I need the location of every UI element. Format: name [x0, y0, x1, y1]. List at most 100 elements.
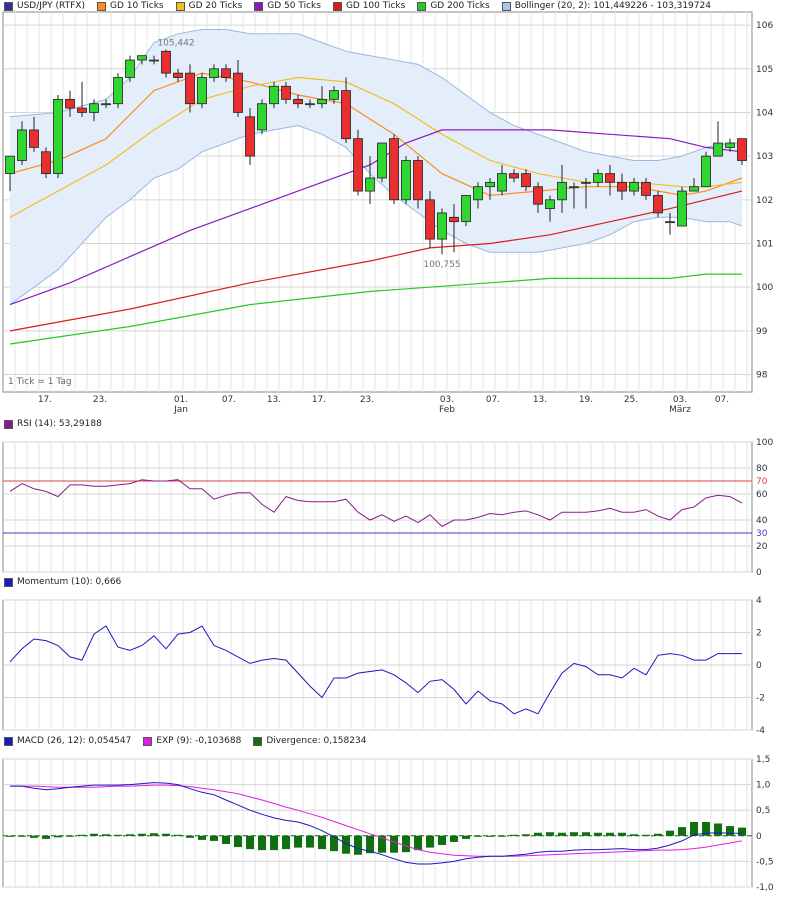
candle-body [641, 181, 651, 196]
x-tick-label: 13. [533, 395, 547, 405]
candle [461, 195, 471, 227]
candle-body [593, 173, 603, 183]
divergence-bar [738, 827, 746, 836]
x-tick-label: 17. [38, 395, 52, 405]
momentum-legend: Momentum (10): 0,666 [4, 576, 121, 588]
candle [185, 64, 195, 113]
candle [473, 182, 483, 209]
series-line-gd-50-ticks [9, 129, 743, 306]
divergence-bar [246, 835, 254, 850]
candle-body [377, 142, 387, 179]
divergence-bar [162, 833, 170, 836]
divergence-bar [222, 835, 230, 844]
divergence-bar [6, 835, 14, 837]
momentum-legend-item: Momentum (10): 0,666 [4, 577, 121, 587]
candle [593, 169, 603, 187]
divergence-bar [570, 832, 578, 836]
candle [101, 99, 111, 109]
divergence-bar [306, 835, 314, 848]
candle-body [569, 186, 579, 189]
candle-body [125, 59, 135, 78]
candle [209, 64, 219, 82]
candle-body [161, 50, 171, 74]
rsi-y-tick-label: 0 [756, 568, 762, 578]
candle-body [521, 173, 531, 188]
divergence-bar [450, 835, 458, 842]
candle-body [53, 98, 63, 175]
candle-body [437, 212, 447, 240]
divergence-bar [270, 835, 278, 851]
candle-body [185, 72, 195, 105]
macd-y-tick-label: 1,5 [756, 755, 770, 765]
candle-body [653, 195, 663, 214]
main-legend-swatch [254, 1, 264, 11]
candle-body [365, 177, 375, 192]
macd-y-tick-label: -1,0 [756, 883, 774, 893]
divergence-bar [474, 835, 482, 837]
candle [653, 191, 663, 218]
candle-body [605, 173, 615, 183]
x-tick-label: 07. [715, 395, 729, 405]
candle-body [77, 107, 87, 113]
candle-body [689, 186, 699, 192]
divergence-bar [78, 834, 86, 836]
main-legend-item: Bollinger (20, 2): 101,449226 - 103,3197… [501, 1, 711, 11]
momentum-chart: -4 -2 0 2 4 [2, 596, 765, 736]
candle-body [137, 55, 147, 61]
divergence-bar [114, 834, 122, 836]
candle [41, 147, 51, 178]
macd-legend-swatch [4, 736, 13, 746]
macd-legend-label: EXP (9): -0,103688 [156, 736, 242, 746]
rsi-y-tick-label: 40 [756, 516, 768, 526]
divergence-bar [714, 823, 722, 836]
x-tick-label: 07. [486, 395, 500, 405]
candle-body [725, 142, 735, 148]
exp-line [10, 784, 743, 857]
candle [437, 208, 447, 255]
divergence-bar [438, 835, 446, 846]
divergence-bar [666, 830, 674, 836]
momentum-y-tick-label: 0 [756, 661, 762, 671]
x-tick-label: 19. [579, 395, 593, 405]
divergence-bar [390, 835, 398, 853]
main-legend: USD/JPY (RTFX) GD 10 Ticks GD 20 Ticks GD 5… [4, 0, 711, 12]
candle [605, 164, 615, 196]
rsi-chart: 0 20 40 60 80 100 70 30 [2, 438, 773, 578]
divergence-bar [678, 827, 686, 836]
rsi-swatch [4, 419, 13, 429]
candle [713, 121, 723, 157]
divergence-bar [90, 833, 98, 836]
divergence-bar [510, 834, 518, 836]
divergence-bar [630, 834, 638, 836]
tick-note: 1 Tick = 1 Tag [8, 377, 72, 387]
divergence-bar [534, 832, 542, 836]
divergence-bar [402, 835, 410, 853]
candle [65, 90, 75, 117]
candle-body [221, 68, 231, 78]
candle [221, 64, 231, 82]
macd-legend-item: MACD (26, 12): 0,054547 [4, 736, 131, 746]
rsi-axes: 0 20 40 60 80 100 [2, 438, 773, 578]
candle-body [533, 186, 543, 205]
candle [581, 177, 591, 209]
candle [497, 164, 507, 196]
candle [305, 99, 315, 109]
candle-body [401, 160, 411, 201]
candle [89, 99, 99, 122]
divergence-bar [726, 826, 734, 836]
candle [689, 177, 699, 192]
candle-body [5, 155, 15, 175]
divergence-bar [102, 834, 110, 836]
x-tick-label: 01. [174, 395, 188, 405]
macd-legend-item: Divergence: 0,158234 [253, 736, 366, 746]
candle [293, 94, 303, 109]
candle [17, 121, 27, 165]
momentum-y-tick-label: 2 [756, 629, 762, 639]
divergence-bar [234, 835, 242, 848]
main-legend-label: GD 20 Ticks [188, 1, 243, 11]
candle-body [197, 77, 207, 105]
price-y-tick-label: 102 [756, 196, 773, 206]
candle [725, 138, 735, 152]
divergence-bar [462, 835, 470, 839]
candle [425, 191, 435, 248]
